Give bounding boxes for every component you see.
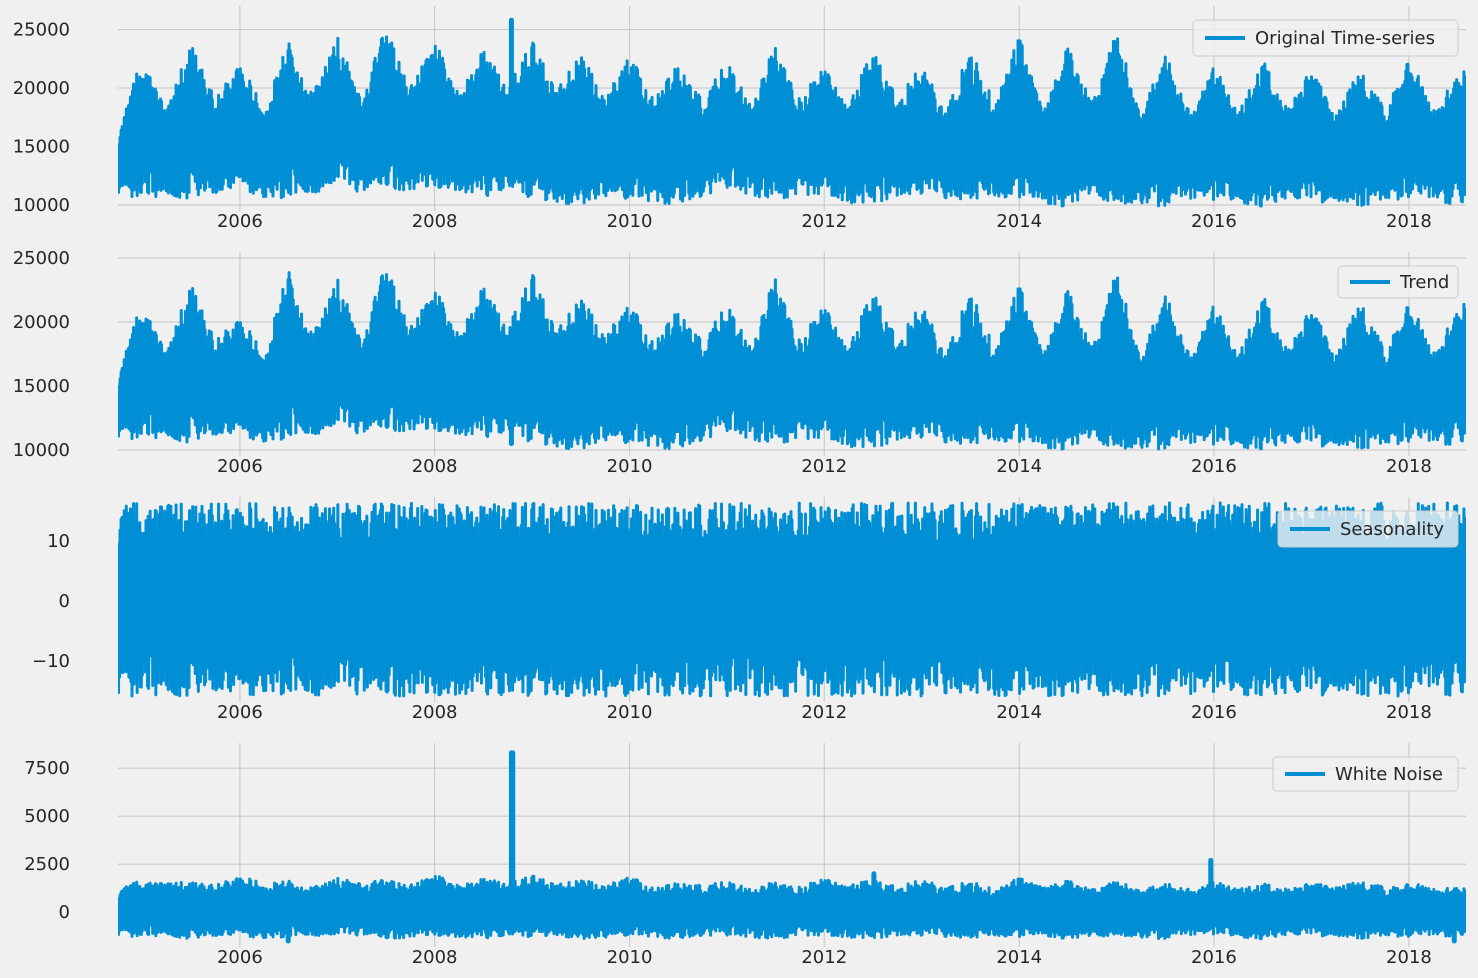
series (118, 501, 1466, 698)
x-tick-labels: 2006 2008 2010 2012 2014 2016 2018 (217, 211, 1432, 232)
panel-2: 2006 2008 2010 2012 2014 2016 2018 10000 15000 20… (13, 248, 1466, 477)
y-tick-label: −10 (32, 651, 70, 672)
y-tick-label: 25000 (13, 248, 70, 269)
panel-4: 2006 2008 2010 2012 2014 2016 2018 0 2500 5000 750… (24, 743, 1466, 968)
x-tick-label: 2008 (412, 702, 458, 723)
x-tick-label: 2018 (1386, 211, 1432, 232)
x-tick-label: 2010 (607, 211, 653, 232)
legend-label: Original Time-series (1255, 28, 1435, 49)
legend-box (1277, 510, 1459, 548)
y-tick-label: 2500 (24, 854, 70, 875)
x-tick-label: 2006 (217, 947, 263, 968)
y-tick-labels: 0 2500 5000 7500 (24, 758, 70, 923)
x-tick-labels: 2006 2008 2010 2012 2014 2016 2018 (217, 947, 1432, 968)
y-tick-label: 20000 (13, 78, 70, 99)
y-tick-label: 20000 (13, 312, 70, 333)
x-tick-label: 2016 (1191, 456, 1237, 477)
legend: Seasonality (1277, 510, 1459, 548)
legend: Original Time-series (1192, 19, 1459, 57)
series (118, 17, 1466, 208)
panel-1: 2006 2008 2010 2012 2014 2016 2018 10000 15000 20… (13, 6, 1466, 232)
x-tick-labels: 2006 2008 2010 2012 2014 2016 2018 (217, 456, 1432, 477)
x-tick-label: 2010 (607, 947, 653, 968)
y-tick-label: 7500 (24, 758, 70, 779)
y-tick-label: 10 (47, 531, 70, 552)
x-tick-label: 2012 (801, 456, 847, 477)
y-tick-label: 5000 (24, 806, 70, 827)
x-tick-label: 2006 (217, 456, 263, 477)
x-tick-label: 2008 (412, 947, 458, 968)
y-tick-label: 25000 (13, 20, 70, 41)
x-tick-label: 2012 (801, 211, 847, 232)
y-tick-label: 0 (59, 591, 70, 612)
legend-label: Seasonality (1340, 519, 1444, 540)
y-tick-label: 15000 (13, 137, 70, 158)
x-tick-label: 2016 (1191, 702, 1237, 723)
x-tick-label: 2018 (1386, 702, 1432, 723)
y-tick-label: 0 (59, 902, 70, 923)
legend: Trend (1337, 265, 1459, 299)
legend-box (1272, 756, 1459, 792)
x-tick-labels: 2006 2008 2010 2012 2014 2016 2018 (217, 702, 1432, 723)
series-line (118, 271, 1466, 451)
legend: White Noise (1272, 756, 1459, 792)
x-tick-label: 2006 (217, 211, 263, 232)
y-tick-label: 10000 (13, 440, 70, 461)
x-tick-label: 2014 (996, 211, 1042, 232)
series-line (118, 501, 1466, 698)
y-tick-labels: −10 0 10 (32, 531, 70, 672)
x-tick-label: 2016 (1191, 947, 1237, 968)
x-tick-label: 2006 (217, 702, 263, 723)
x-tick-label: 2010 (607, 456, 653, 477)
y-tick-label: 15000 (13, 376, 70, 397)
y-tick-label: 10000 (13, 195, 70, 216)
legend-label: Trend (1399, 272, 1449, 293)
x-tick-label: 2012 (801, 947, 847, 968)
x-tick-label: 2008 (412, 456, 458, 477)
x-tick-label: 2012 (801, 702, 847, 723)
x-tick-label: 2008 (412, 211, 458, 232)
x-tick-label: 2016 (1191, 211, 1237, 232)
legend-label: White Noise (1335, 764, 1443, 785)
series (118, 750, 1466, 944)
x-tick-label: 2018 (1386, 947, 1432, 968)
legend-box (1192, 19, 1459, 57)
series-line (118, 874, 1466, 941)
x-tick-label: 2014 (996, 947, 1042, 968)
y-tick-labels: 10000 15000 20000 25000 (13, 20, 70, 216)
x-tick-label: 2014 (996, 456, 1042, 477)
series-line (118, 35, 1466, 208)
y-tick-labels: 10000 15000 20000 25000 (13, 248, 70, 461)
legend-box (1337, 265, 1459, 299)
panel-3: 2006 2008 2010 2012 2014 2016 2018 −10 0 10 Season… (32, 497, 1466, 723)
x-tick-label: 2018 (1386, 456, 1432, 477)
x-tick-label: 2010 (607, 702, 653, 723)
series (118, 271, 1466, 451)
x-tick-label: 2014 (996, 702, 1042, 723)
